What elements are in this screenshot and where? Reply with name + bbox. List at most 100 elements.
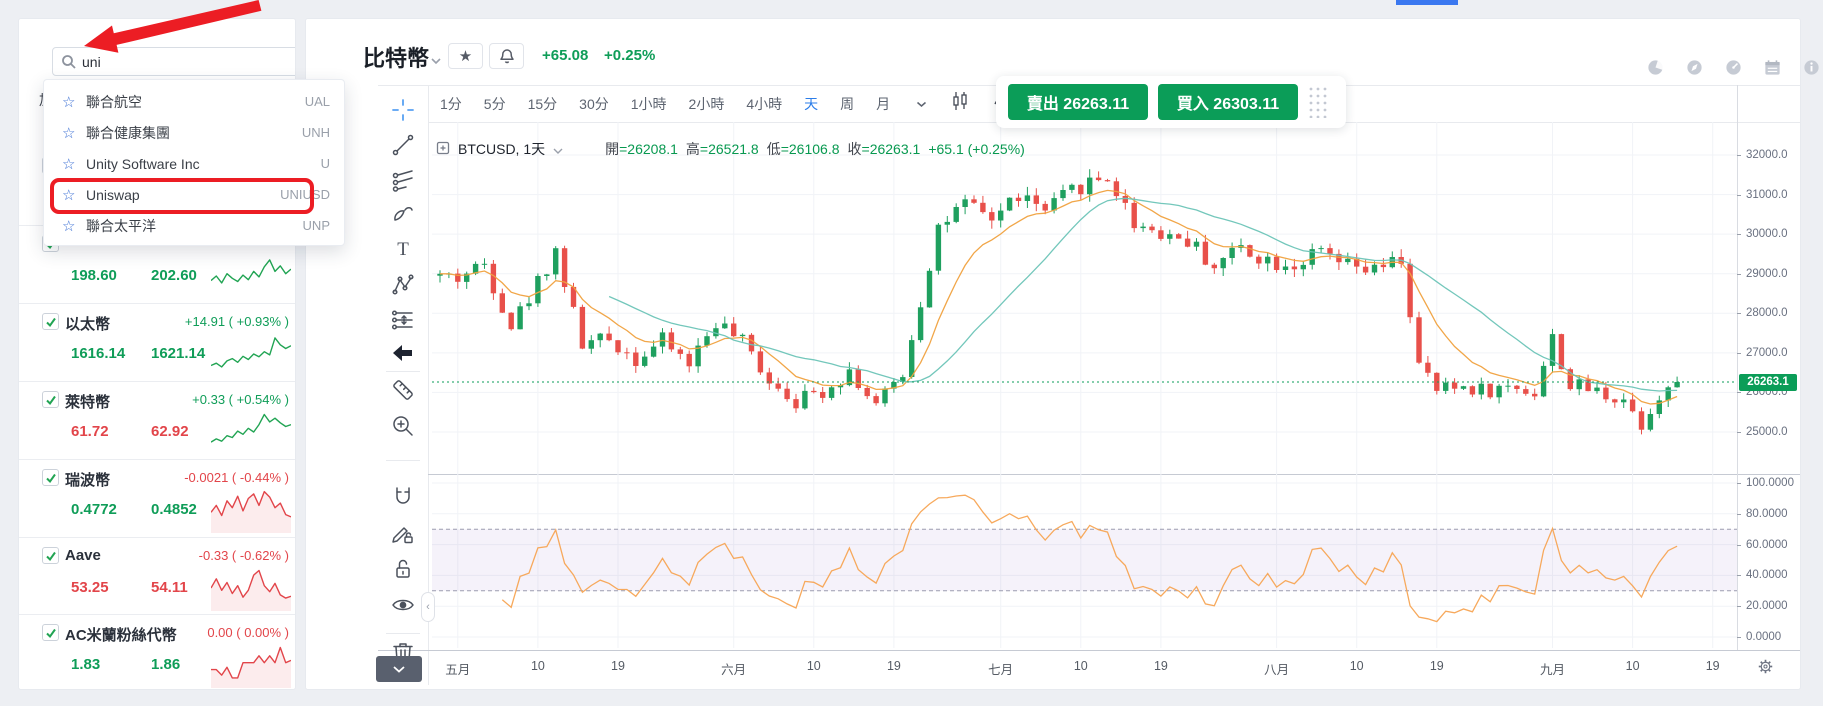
row-checkbox[interactable] xyxy=(42,547,59,564)
chevron-down-icon[interactable] xyxy=(430,52,442,70)
watchlist-row-萊特幣[interactable]: 萊特幣 +0.33 ( +0.54% ) 61.72 62.92 xyxy=(19,381,295,459)
star-outline-icon[interactable]: ☆ xyxy=(62,93,76,111)
search-input[interactable] xyxy=(82,53,295,70)
row-separator xyxy=(19,381,295,382)
bid-price[interactable]: 61.72 xyxy=(71,423,109,440)
draw-lock-tool-icon[interactable] xyxy=(390,520,416,546)
position-tool-icon[interactable] xyxy=(390,307,416,333)
legend-symbol[interactable]: BTCUSD, 1天 xyxy=(458,141,546,157)
timeframe-天[interactable]: 天 xyxy=(804,95,819,112)
calendar-icon[interactable] xyxy=(1763,58,1782,77)
watchlist-row-AC米蘭粉絲代幣[interactable]: AC米蘭粉絲代幣 0.00 ( 0.00% ) 1.83 1.86 xyxy=(19,614,295,689)
magnet-tool-icon[interactable] xyxy=(390,484,416,510)
gauge-icon[interactable] xyxy=(1724,58,1743,77)
buy-button[interactable]: 買入 26303.11 xyxy=(1158,84,1298,120)
timeframe-15分[interactable]: 15分 xyxy=(527,95,558,112)
search-result-unp[interactable]: ☆ 聯合太平洋 UNP xyxy=(44,210,344,241)
header-change: +65.08 xyxy=(542,47,589,64)
drag-handle[interactable] xyxy=(1308,86,1332,123)
ask-price[interactable]: 1.86 xyxy=(151,656,181,673)
time-tick-10: 10 xyxy=(806,659,821,673)
bid-price[interactable]: 1616.14 xyxy=(71,345,126,362)
time-tick-19: 19 xyxy=(886,659,901,673)
chevron-down-icon[interactable] xyxy=(553,141,563,157)
timeframe-周[interactable]: 周 xyxy=(840,95,855,112)
brush-tool-icon[interactable] xyxy=(390,202,416,228)
row-checkbox[interactable] xyxy=(42,391,59,408)
star-outline-icon[interactable]: ☆ xyxy=(62,186,76,204)
ask-price[interactable]: 62.92 xyxy=(151,423,189,440)
timeframe-4小時[interactable]: 4小時 xyxy=(746,95,783,112)
favorite-button[interactable]: ★ xyxy=(448,43,483,69)
search-result-uniusd[interactable]: ☆ Uniswap UNIUSD xyxy=(44,179,344,210)
bid-price[interactable]: 0.4772 xyxy=(71,501,117,518)
result-name: Uniswap xyxy=(86,186,140,203)
watchlist-row-以太幣[interactable]: 以太幣 +14.91 ( +0.93% ) 1616.14 1621.14 xyxy=(19,303,295,381)
zoom-in-tool-icon[interactable] xyxy=(390,413,416,439)
bid-price[interactable]: 1.83 xyxy=(71,656,101,673)
price-tick: 29000.0 xyxy=(1746,267,1788,280)
price-tick: 30000.0 xyxy=(1746,228,1788,241)
sell-button[interactable]: 賣出 26263.11 xyxy=(1008,84,1148,120)
search-result-u[interactable]: ☆ Unity Software Inc U xyxy=(44,148,344,179)
search-result-unh[interactable]: ☆ 聯合健康集團 UNH xyxy=(44,117,344,148)
bid-price[interactable]: 198.60 xyxy=(71,267,117,284)
compass-icon[interactable] xyxy=(1685,58,1704,77)
pane-separator[interactable] xyxy=(428,474,1800,475)
info-icon[interactable] xyxy=(1802,58,1821,77)
arrow-tool-icon[interactable] xyxy=(390,340,416,366)
row-checkbox[interactable] xyxy=(42,624,59,641)
sparkline xyxy=(211,642,292,689)
timeframe-1分[interactable]: 1分 xyxy=(440,95,462,112)
bid-price[interactable]: 53.25 xyxy=(71,579,109,596)
unlock-tool-icon[interactable] xyxy=(390,556,416,582)
result-name: 聯合太平洋 xyxy=(86,217,156,234)
search-result-ual[interactable]: ☆ 聯合航空 UAL xyxy=(44,86,344,117)
timeframe-more-chevron-icon[interactable] xyxy=(916,95,927,113)
watchlist-row-Aave[interactable]: Aave -0.33 ( -0.62% ) 53.25 54.11 xyxy=(19,537,295,615)
row-checkbox[interactable] xyxy=(42,469,59,486)
ask-price[interactable]: 0.4852 xyxy=(151,501,197,518)
ruler-tool-icon[interactable] xyxy=(390,377,416,403)
star-outline-icon[interactable]: ☆ xyxy=(62,155,76,173)
eye-tool-icon[interactable] xyxy=(390,592,416,618)
alert-button[interactable] xyxy=(489,43,524,69)
watchlist-row-瑞波幣[interactable]: 瑞波幣 -0.0021 ( -0.44% ) 0.4772 0.4852 xyxy=(19,459,295,537)
time-tick-10: 10 xyxy=(1349,659,1364,673)
timeframe-2小時[interactable]: 2小時 xyxy=(688,95,725,112)
fib-tool-icon[interactable] xyxy=(390,167,416,193)
change-text: 0.00 ( 0.00% ) xyxy=(207,625,289,640)
ask-price[interactable]: 54.11 xyxy=(151,579,188,596)
bell-icon xyxy=(499,48,515,64)
compare-icon[interactable] xyxy=(436,141,450,158)
timeframe-月[interactable]: 月 xyxy=(876,95,891,112)
timeframe-5分[interactable]: 5分 xyxy=(483,95,506,112)
chart-style-icon[interactable] xyxy=(951,91,969,116)
change-text: +14.91 ( +0.93% ) xyxy=(184,314,289,329)
ask-price[interactable]: 1621.14 xyxy=(151,345,206,362)
indicator-tick: 20.0000 xyxy=(1746,600,1788,613)
crosshair-tool-icon[interactable] xyxy=(390,97,416,123)
ask-price[interactable]: 202.60 xyxy=(151,267,197,284)
time-axis-settings-gear-icon[interactable] xyxy=(1757,658,1774,680)
row-checkbox[interactable] xyxy=(42,313,59,330)
star-outline-icon[interactable]: ☆ xyxy=(62,217,76,235)
text-tool-icon[interactable]: T xyxy=(397,239,409,260)
clipped-top-button[interactable] xyxy=(1396,0,1458,5)
toolbar-hide-handle[interactable] xyxy=(376,656,422,682)
legend-ohlc-item: 低=26106.8 xyxy=(766,141,840,157)
pattern-tool-icon[interactable] xyxy=(390,272,416,298)
timeframe-1小時[interactable]: 1小時 xyxy=(630,95,667,112)
collapse-toolbar-handle[interactable]: ‹ xyxy=(421,592,435,622)
pie-chart-icon[interactable] xyxy=(1646,58,1665,77)
sparkline xyxy=(210,331,292,382)
timeframe-30分[interactable]: 30分 xyxy=(579,95,609,112)
watchlist-row[interactable]: 198.60 202.60 xyxy=(19,225,295,303)
legend-ohlc-item: 收=26263.1 xyxy=(847,141,921,157)
time-tick-19: 19 xyxy=(611,659,625,673)
star-outline-icon[interactable]: ☆ xyxy=(62,124,76,142)
legend-change: +65.1 (+0.25%) xyxy=(928,141,1025,157)
trend-line-tool-icon[interactable] xyxy=(390,132,416,158)
